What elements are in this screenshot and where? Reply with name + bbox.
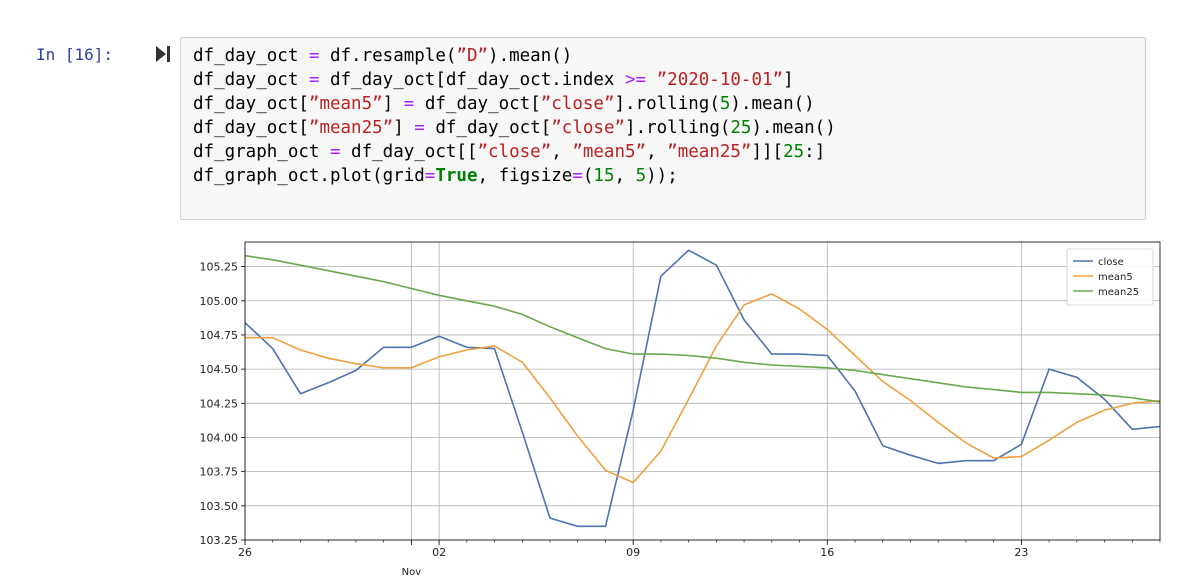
code-token: df_day_oct[ (414, 94, 541, 114)
series-line-mean5 (245, 293, 1161, 484)
series-line-mean25 (244, 254, 1161, 403)
code-cell-editor[interactable]: df_day_oct = df.resample(”D”).mean() df_d… (180, 37, 1146, 220)
code-token: df_day_oct (193, 70, 309, 90)
code-token: df_day_oct[ (193, 118, 309, 138)
code-token: , (551, 142, 573, 162)
x-tick-label: 23 (1014, 546, 1028, 559)
code-token: = (572, 166, 583, 186)
code-token: ”close” (477, 142, 552, 162)
run-cell-icon[interactable] (154, 44, 172, 64)
code-token: = (424, 166, 436, 186)
legend-label-mean25: mean25 (1098, 287, 1139, 298)
code-token: True (435, 166, 478, 186)
code-token: ”close” (551, 118, 626, 138)
code-line: df_day_oct = df.resample(”D”).mean() (193, 44, 572, 68)
code-token: df_day_oct[df_day_oct.index (319, 70, 625, 90)
code-token: ”mean25” (308, 118, 394, 138)
code-token: df_graph_oct.plot(grid (193, 166, 425, 186)
x-tick-label: 16 (820, 546, 834, 559)
code-token: ] (783, 70, 794, 90)
code-token: ”mean5” (572, 142, 647, 162)
code-token: ].rolling( (614, 94, 720, 114)
cell-prompt: In [16]: (36, 45, 114, 64)
line-chart: 103.25 103.50 103.75 104.00 104.25 104.50 104.… (200, 241, 1161, 578)
plot-area (245, 242, 1160, 540)
code-token: , (646, 142, 668, 162)
plot-frame (244, 241, 1161, 541)
code-line: df_day_oct[”mean25”] = df_day_oct[”close… (193, 116, 836, 140)
code-token: ).mean() (751, 118, 836, 138)
code-token: ).mean() (730, 94, 815, 114)
code-token: >= (625, 70, 647, 90)
code-token: 5 (635, 166, 647, 186)
y-tick-label: 104.50 (200, 363, 239, 376)
code-token: ]][ (751, 142, 784, 162)
code-token: = (308, 70, 320, 90)
x-tick-label: 02 (432, 546, 446, 559)
y-tick-label: 104.25 (200, 397, 239, 410)
x-month-label: Nov (402, 567, 422, 578)
code-token: = (403, 94, 415, 114)
code-token: df_graph_oct (193, 142, 330, 162)
x-tick-label: 09 (626, 546, 640, 559)
code-token: ] (393, 118, 415, 138)
code-token: ”D” (456, 46, 489, 66)
series-line-close (244, 249, 1161, 528)
code-token: = (414, 118, 425, 138)
y-tick-label: 105.25 (200, 261, 239, 274)
code-token: 5 (719, 94, 731, 114)
code-token: )); (646, 166, 678, 186)
code-token: df.resample( (319, 46, 457, 66)
code-line: df_graph_oct = df_day_oct[[”close”, ”mea… (193, 140, 825, 164)
code-token: = (329, 142, 341, 162)
code-token: ”mean5” (308, 94, 383, 114)
code-line: df_day_oct = df_day_oct[df_day_oct.index… (193, 68, 794, 92)
code-token: = (308, 46, 320, 66)
code-token: , figsize (477, 166, 573, 186)
code-line: df_day_oct[”mean5”] = df_day_oct[”close”… (193, 92, 815, 116)
code-token (646, 70, 657, 90)
code-token: ”mean25” (667, 142, 752, 162)
y-tick-label: 104.00 (200, 431, 239, 444)
code-token: ”close” (540, 94, 615, 114)
y-tick-label: 103.50 (200, 500, 239, 513)
code-token: :] (804, 142, 826, 162)
code-token: df_day_oct (193, 46, 309, 66)
code-token: ] (382, 94, 404, 114)
legend-label-mean5: mean5 (1098, 272, 1133, 283)
y-tick-label: 103.75 (200, 466, 239, 479)
code-token: 25 (730, 118, 752, 138)
code-token: , (614, 166, 636, 186)
code-token: ).mean() (488, 46, 573, 66)
y-tick-label: 103.25 (200, 534, 239, 547)
y-tick-label: 105.00 (200, 295, 239, 308)
code-token: df_day_oct[[ (340, 142, 478, 162)
code-token: 25 (783, 142, 805, 162)
code-token: df_day_oct[ (193, 94, 309, 114)
code-token: ”2020-10-01” (656, 70, 784, 90)
code-token: 15 (593, 166, 615, 186)
code-line: df_graph_oct.plot(grid=True, figsize=(15… (193, 164, 678, 188)
code-token: ].rolling( (625, 118, 731, 138)
cell-output: 103.25 103.50 103.75 104.00 104.25 104.50 104.… (0, 232, 1195, 581)
code-token: df_day_oct[ (424, 118, 552, 138)
y-tick-label: 104.75 (200, 329, 239, 342)
code-token: ( (582, 166, 594, 186)
legend-label-close: close (1098, 257, 1124, 268)
x-tick-label: 26 (238, 546, 252, 559)
